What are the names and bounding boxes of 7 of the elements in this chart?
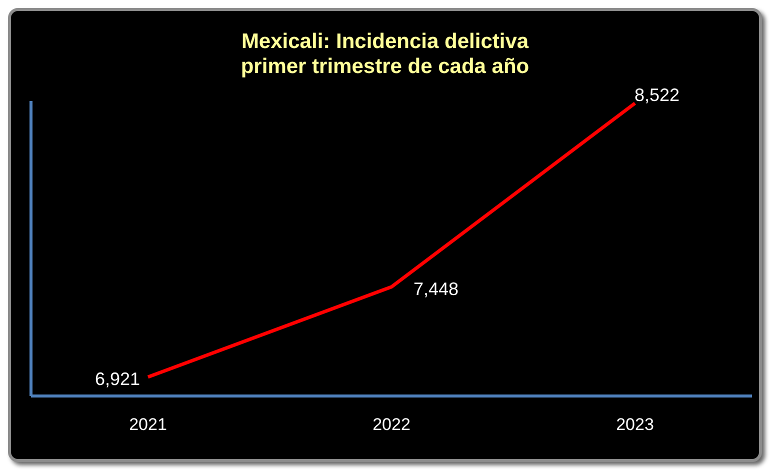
data-label: 7,448 bbox=[414, 278, 459, 299]
data-label: 6,921 bbox=[94, 369, 140, 390]
chart-title: Mexicali: Incidencia delictiva primer trimestre de cada año bbox=[240, 29, 530, 79]
x-tick-label: 2021 bbox=[129, 415, 167, 434]
x-tick-label: 2022 bbox=[372, 415, 410, 434]
data-label: 8,522 bbox=[634, 85, 680, 106]
x-tick-label: 2023 bbox=[616, 415, 654, 434]
